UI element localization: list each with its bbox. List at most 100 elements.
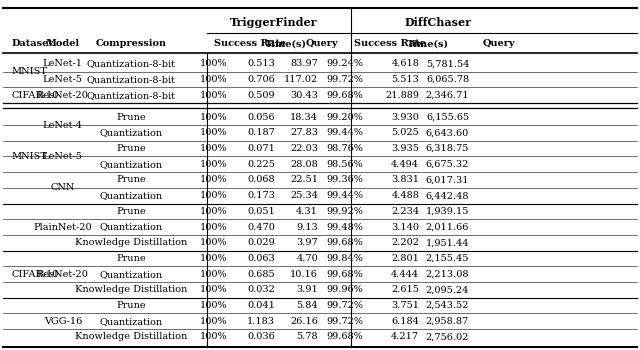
Text: 6.184: 6.184 bbox=[391, 317, 419, 326]
Text: 22.03: 22.03 bbox=[290, 144, 318, 153]
Text: 25.34: 25.34 bbox=[290, 191, 318, 200]
Text: 6,017.31: 6,017.31 bbox=[426, 175, 469, 184]
Text: Quantization-8-bit: Quantization-8-bit bbox=[86, 91, 176, 100]
Text: 21.889: 21.889 bbox=[385, 91, 419, 100]
Text: 2,213.08: 2,213.08 bbox=[426, 270, 469, 279]
Text: 2,155.45: 2,155.45 bbox=[426, 254, 469, 263]
Text: 28.08: 28.08 bbox=[291, 160, 318, 169]
Text: Quantization: Quantization bbox=[100, 160, 163, 169]
Text: 100%: 100% bbox=[200, 223, 228, 232]
Text: Quantization: Quantization bbox=[100, 223, 163, 232]
Text: 99.84%: 99.84% bbox=[326, 254, 363, 263]
Text: 100%: 100% bbox=[200, 238, 228, 247]
Text: Time(s): Time(s) bbox=[407, 39, 449, 48]
Text: 99.68%: 99.68% bbox=[326, 238, 363, 247]
Text: Knowledge Distillation: Knowledge Distillation bbox=[75, 238, 188, 247]
Text: CIFAR-10: CIFAR-10 bbox=[12, 270, 59, 279]
Text: 6,442.48: 6,442.48 bbox=[426, 191, 469, 200]
Text: 4.217: 4.217 bbox=[391, 332, 419, 341]
Text: LeNet-5: LeNet-5 bbox=[43, 75, 83, 84]
Text: 0.685: 0.685 bbox=[248, 270, 275, 279]
Text: 9.13: 9.13 bbox=[296, 223, 318, 232]
Text: 2,543.52: 2,543.52 bbox=[426, 301, 469, 310]
Text: Quantization-8-bit: Quantization-8-bit bbox=[86, 60, 176, 68]
Text: 99.68%: 99.68% bbox=[326, 332, 363, 341]
Text: 3.831: 3.831 bbox=[391, 175, 419, 184]
Text: 2.202: 2.202 bbox=[391, 238, 419, 247]
Text: 99.44%: 99.44% bbox=[326, 128, 363, 138]
Text: 2,958.87: 2,958.87 bbox=[426, 317, 469, 326]
Text: Prune: Prune bbox=[116, 301, 146, 310]
Text: 100%: 100% bbox=[200, 144, 228, 153]
Text: 100%: 100% bbox=[200, 60, 228, 68]
Text: ResNet-20: ResNet-20 bbox=[36, 270, 89, 279]
Text: 5.78: 5.78 bbox=[296, 332, 318, 341]
Text: Prune: Prune bbox=[116, 207, 146, 216]
Text: 3.751: 3.751 bbox=[391, 301, 419, 310]
Text: MNIST: MNIST bbox=[12, 67, 47, 76]
Text: 5.025: 5.025 bbox=[392, 128, 419, 138]
Text: 2,011.66: 2,011.66 bbox=[426, 223, 469, 232]
Text: 100%: 100% bbox=[200, 301, 228, 310]
Text: 4.444: 4.444 bbox=[391, 270, 419, 279]
Text: 100%: 100% bbox=[200, 75, 228, 84]
Text: Quantization: Quantization bbox=[100, 128, 163, 138]
Text: 100%: 100% bbox=[200, 254, 228, 263]
Text: 0.071: 0.071 bbox=[247, 144, 275, 153]
Text: 1.183: 1.183 bbox=[247, 317, 275, 326]
Text: Dataset: Dataset bbox=[12, 39, 53, 48]
Text: 22.51: 22.51 bbox=[290, 175, 318, 184]
Text: Prune: Prune bbox=[116, 175, 146, 184]
Text: 99.96%: 99.96% bbox=[326, 285, 363, 294]
Text: Knowledge Distillation: Knowledge Distillation bbox=[75, 285, 188, 294]
Text: 0.187: 0.187 bbox=[247, 128, 275, 138]
Text: 0.041: 0.041 bbox=[247, 301, 275, 310]
Text: Model: Model bbox=[45, 39, 80, 48]
Text: 6,155.65: 6,155.65 bbox=[426, 113, 469, 122]
Text: Compression: Compression bbox=[96, 39, 166, 48]
Text: 117.02: 117.02 bbox=[284, 75, 318, 84]
Text: PlainNet-20: PlainNet-20 bbox=[33, 223, 92, 232]
Text: MNIST: MNIST bbox=[12, 152, 47, 161]
Text: 100%: 100% bbox=[200, 191, 228, 200]
Text: VGG-16: VGG-16 bbox=[44, 317, 82, 326]
Text: 0.173: 0.173 bbox=[247, 191, 275, 200]
Text: Time(s): Time(s) bbox=[265, 39, 307, 48]
Text: 5.513: 5.513 bbox=[391, 75, 419, 84]
Text: ResNet-20: ResNet-20 bbox=[36, 91, 89, 100]
Text: 100%: 100% bbox=[200, 207, 228, 216]
Text: 30.43: 30.43 bbox=[290, 91, 318, 100]
Text: 99.20%: 99.20% bbox=[326, 113, 363, 122]
Text: 99.48%: 99.48% bbox=[326, 223, 363, 232]
Text: 3.930: 3.930 bbox=[391, 113, 419, 122]
Text: Query: Query bbox=[306, 39, 338, 48]
Text: Quantization: Quantization bbox=[100, 317, 163, 326]
Text: 100%: 100% bbox=[200, 160, 228, 169]
Text: 4.31: 4.31 bbox=[296, 207, 318, 216]
Text: Success Rate: Success Rate bbox=[355, 39, 426, 48]
Text: Prune: Prune bbox=[116, 113, 146, 122]
Text: Prune: Prune bbox=[116, 254, 146, 263]
Text: 99.68%: 99.68% bbox=[326, 91, 363, 100]
Text: 100%: 100% bbox=[200, 270, 228, 279]
Text: 99.44%: 99.44% bbox=[326, 191, 363, 200]
Text: Prune: Prune bbox=[116, 144, 146, 153]
Text: 99.68%: 99.68% bbox=[326, 270, 363, 279]
Text: 18.34: 18.34 bbox=[290, 113, 318, 122]
Text: 6,675.32: 6,675.32 bbox=[426, 160, 469, 169]
Text: 99.72%: 99.72% bbox=[326, 317, 363, 326]
Text: 6,318.75: 6,318.75 bbox=[426, 144, 469, 153]
Text: 0.706: 0.706 bbox=[248, 75, 275, 84]
Text: 83.97: 83.97 bbox=[290, 60, 318, 68]
Text: 4.70: 4.70 bbox=[296, 254, 318, 263]
Text: 6,065.78: 6,065.78 bbox=[426, 75, 469, 84]
Text: 2.801: 2.801 bbox=[391, 254, 419, 263]
Text: 3.140: 3.140 bbox=[391, 223, 419, 232]
Text: 100%: 100% bbox=[200, 175, 228, 184]
Text: Query: Query bbox=[483, 39, 515, 48]
Text: 2.615: 2.615 bbox=[391, 285, 419, 294]
Text: DiffChaser: DiffChaser bbox=[405, 17, 472, 28]
Text: 5.84: 5.84 bbox=[296, 301, 318, 310]
Text: 0.068: 0.068 bbox=[248, 175, 275, 184]
Text: 98.56%: 98.56% bbox=[326, 160, 363, 169]
